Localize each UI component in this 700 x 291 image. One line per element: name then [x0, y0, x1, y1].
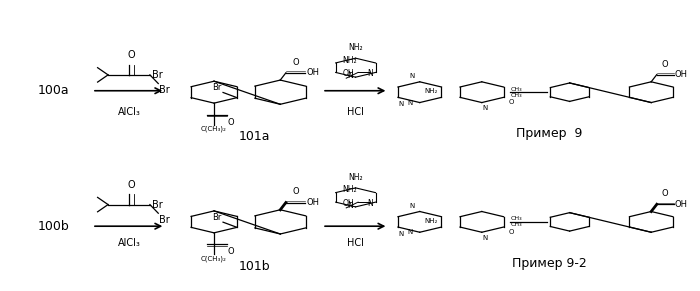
Text: O: O — [228, 118, 235, 127]
Text: N: N — [409, 203, 414, 209]
Text: O: O — [127, 50, 135, 61]
Text: NH₂: NH₂ — [425, 218, 438, 224]
Text: N: N — [399, 101, 404, 107]
Text: NH₂: NH₂ — [425, 88, 438, 95]
Text: CH₃: CH₃ — [510, 93, 522, 98]
Text: NH₂: NH₂ — [342, 56, 357, 65]
Text: CH₃: CH₃ — [510, 86, 522, 92]
Text: Br: Br — [159, 215, 169, 225]
Text: O: O — [293, 58, 299, 67]
Text: N: N — [399, 230, 404, 237]
Text: NH₂: NH₂ — [349, 43, 363, 52]
Text: HCl: HCl — [347, 107, 364, 117]
Text: N: N — [347, 201, 353, 210]
Text: OH: OH — [306, 68, 319, 77]
Text: Br: Br — [212, 83, 222, 92]
Text: Br: Br — [152, 70, 162, 80]
Text: O: O — [127, 180, 135, 190]
Text: Br: Br — [152, 200, 162, 210]
Text: OH: OH — [342, 69, 354, 78]
Text: Пример 9-2: Пример 9-2 — [512, 257, 587, 270]
Text: 100b: 100b — [38, 220, 69, 233]
Text: OH: OH — [675, 200, 688, 209]
Text: HCl: HCl — [347, 239, 364, 249]
Text: NH₂: NH₂ — [342, 185, 357, 194]
Text: AlCl₃: AlCl₃ — [118, 239, 141, 249]
Text: AlCl₃: AlCl₃ — [118, 107, 141, 117]
Text: O: O — [293, 187, 299, 196]
Text: N: N — [407, 100, 413, 106]
Text: Br: Br — [159, 85, 169, 95]
Text: O: O — [662, 60, 668, 69]
Text: 101b: 101b — [238, 260, 270, 273]
Text: O: O — [662, 189, 668, 198]
Text: N: N — [482, 105, 488, 111]
Text: 100a: 100a — [38, 84, 69, 97]
Text: Br: Br — [212, 213, 222, 221]
Text: CH₃: CH₃ — [510, 216, 522, 221]
Text: C(CH₃)₂: C(CH₃)₂ — [201, 126, 227, 132]
Text: NH₂: NH₂ — [349, 173, 363, 182]
Text: OH: OH — [342, 199, 354, 208]
Text: O: O — [509, 228, 514, 235]
Text: N: N — [407, 229, 413, 235]
Text: 101a: 101a — [239, 130, 270, 143]
Text: CH₃: CH₃ — [510, 223, 522, 228]
Text: N: N — [367, 199, 373, 208]
Text: O: O — [509, 99, 514, 105]
Text: OH: OH — [675, 70, 688, 79]
Text: C(CH₃)₂: C(CH₃)₂ — [201, 255, 227, 262]
Text: OH: OH — [306, 198, 319, 207]
Text: N: N — [409, 74, 414, 79]
Text: N: N — [347, 71, 353, 80]
Text: O: O — [228, 247, 235, 256]
Text: N: N — [482, 235, 488, 241]
Text: Пример  9: Пример 9 — [516, 127, 582, 140]
Text: N: N — [367, 69, 373, 78]
